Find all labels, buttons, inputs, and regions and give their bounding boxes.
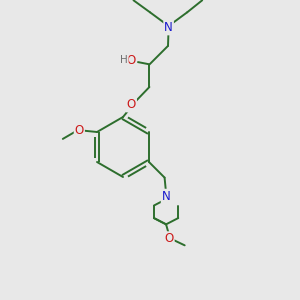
Text: O: O [127,98,136,112]
Text: N: N [164,21,173,34]
Text: O: O [126,54,135,68]
Text: O: O [75,124,84,137]
Text: O: O [164,232,174,245]
Text: N: N [162,190,170,203]
Text: H: H [120,55,128,65]
